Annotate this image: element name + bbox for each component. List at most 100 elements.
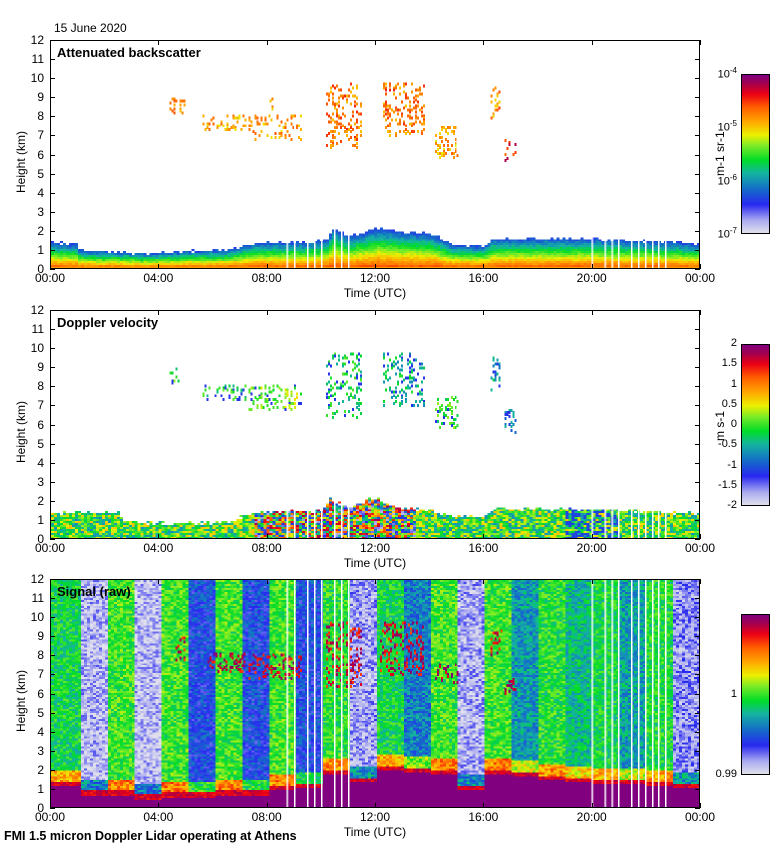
- backscatter-ytick-mark: [50, 135, 55, 137]
- backscatter-colorbar-tick: 10-7: [717, 226, 737, 241]
- velocity-ytick-label: 9: [37, 360, 44, 375]
- backscatter-xtick-mark-top: [266, 40, 268, 45]
- backscatter-ytick-mark-right: [695, 78, 700, 80]
- backscatter-ytick-mark-right: [695, 97, 700, 99]
- backscatter-ytick-mark: [50, 230, 55, 232]
- backscatter-xtick-label: 16:00: [468, 271, 499, 285]
- velocity-ytick-label: 10: [30, 341, 44, 356]
- signal-ytick-mark-right: [695, 693, 700, 695]
- velocity-colorbar-tick: -0.5: [718, 438, 737, 451]
- date-label: 15 June 2020: [54, 21, 127, 35]
- signal-ytick-label: 8: [37, 648, 44, 663]
- signal-ytick-mark-right: [695, 617, 700, 619]
- backscatter-ytick-label: 7: [37, 128, 44, 143]
- velocity-ytick-label: 8: [37, 379, 44, 394]
- velocity-ytick-label: 0: [37, 532, 44, 546]
- signal-ytick-mark-right: [695, 731, 700, 733]
- velocity-xtick-label: 16:00: [468, 541, 499, 555]
- backscatter-xtick-mark: [483, 264, 485, 269]
- backscatter-ytick-mark: [50, 192, 55, 194]
- backscatter-xtick-mark: [700, 264, 701, 269]
- backscatter-ytick-label: 1: [37, 242, 44, 257]
- backscatter-heatmap: [51, 41, 699, 268]
- signal-ytick-mark: [50, 750, 55, 752]
- backscatter-xtick-label: 08:00: [251, 271, 282, 285]
- signal-ytick-label: 12: [30, 572, 44, 586]
- velocity-heatmap: [51, 311, 699, 538]
- backscatter-ytick-mark: [50, 78, 55, 80]
- velocity-ytick-mark: [50, 481, 55, 483]
- velocity-xtick-mark-top: [266, 310, 268, 315]
- backscatter-ytick-mark: [50, 269, 55, 270]
- velocity-title: Doppler velocity: [57, 315, 159, 330]
- velocity-ytick-mark: [50, 405, 55, 407]
- signal-xtick-label: 04:00: [143, 810, 174, 824]
- signal-xtick-label: 00:00: [684, 810, 716, 824]
- backscatter-ytick-mark: [50, 59, 55, 61]
- backscatter-xtick-mark-top: [158, 40, 160, 45]
- signal-xtick-label: 08:00: [251, 810, 282, 824]
- signal-ytick-label: 11: [31, 591, 44, 606]
- velocity-ytick-label: 11: [31, 322, 44, 337]
- backscatter-ytick-label: 12: [30, 33, 44, 47]
- backscatter-ytick-mark: [50, 116, 55, 118]
- signal-xtick-mark: [158, 803, 160, 808]
- velocity-ytick-mark: [50, 348, 55, 350]
- signal-ytick-mark: [50, 655, 55, 657]
- signal-ytick-mark-right: [695, 808, 700, 809]
- signal-xtick-mark-top: [50, 579, 51, 584]
- instrument-caption: FMI 1.5 micron Doppler Lidar operating a…: [4, 829, 297, 843]
- signal-colorbar-tick: 0.99: [715, 768, 737, 780]
- signal-ytick-mark: [50, 636, 55, 638]
- velocity-xtick-label: 12:00: [359, 541, 391, 555]
- colorbar-tick-exponent: -4: [729, 66, 737, 75]
- backscatter-title: Attenuated backscatter: [57, 45, 201, 60]
- velocity-ytick-mark: [50, 462, 55, 464]
- velocity-yaxis-label: Height (km): [14, 400, 28, 463]
- backscatter-ytick-mark-right: [695, 211, 700, 213]
- backscatter-ytick-mark: [50, 211, 55, 213]
- velocity-xtick-mark: [700, 534, 701, 539]
- signal-xtick-mark-top: [591, 579, 593, 584]
- velocity-ytick-mark-right: [695, 386, 700, 388]
- velocity-colorbar-tick: 0: [730, 418, 737, 430]
- backscatter-ytick-mark: [50, 40, 55, 41]
- velocity-ytick-mark: [50, 310, 55, 311]
- signal-xtick-mark: [591, 803, 593, 808]
- backscatter-xtick-mark: [266, 264, 268, 269]
- signal-ytick-mark-right: [695, 655, 700, 657]
- signal-ytick-mark: [50, 579, 55, 580]
- velocity-ytick-label: 3: [37, 474, 44, 489]
- velocity-ytick-mark: [50, 500, 55, 502]
- velocity-xtick-mark-top: [591, 310, 593, 315]
- velocity-ytick-mark-right: [695, 462, 700, 464]
- backscatter-ytick-label: 2: [37, 223, 44, 238]
- backscatter-xtick-label: 00:00: [34, 271, 66, 285]
- signal-ytick-mark-right: [695, 636, 700, 638]
- velocity-colorbar-tick: 2: [730, 337, 737, 349]
- velocity-colorbar-tick: -1.5: [718, 478, 737, 491]
- signal-xtick-mark: [375, 803, 376, 808]
- signal-colorbar-tick: 1: [730, 687, 737, 700]
- velocity-ytick-mark-right: [695, 367, 700, 369]
- signal-xtick-mark-top: [483, 579, 485, 584]
- velocity-ytick-mark: [50, 443, 55, 445]
- velocity-ytick-mark-right: [695, 348, 700, 350]
- backscatter-xtick-mark: [50, 264, 51, 269]
- velocity-colorbar: [741, 344, 770, 506]
- backscatter-xtick-mark-top: [375, 40, 376, 45]
- velocity-ytick-label: 4: [37, 455, 44, 470]
- velocity-xtick-mark: [375, 534, 376, 539]
- signal-yaxis-label: Height (km): [14, 669, 28, 732]
- velocity-xaxis-label: Time (UTC): [343, 556, 407, 570]
- signal-ytick-label: 5: [37, 705, 44, 720]
- velocity-xtick-mark: [591, 534, 593, 539]
- backscatter-ytick-label: 11: [31, 52, 44, 67]
- backscatter-xtick-label: 00:00: [684, 271, 716, 285]
- velocity-ytick-mark-right: [695, 329, 700, 331]
- signal-ytick-mark: [50, 674, 55, 676]
- signal-ytick-label: 0: [37, 801, 44, 815]
- signal-xtick-label: 12:00: [359, 810, 391, 824]
- velocity-plot-area: Doppler velocity: [50, 310, 700, 539]
- velocity-ytick-label: 12: [30, 303, 44, 317]
